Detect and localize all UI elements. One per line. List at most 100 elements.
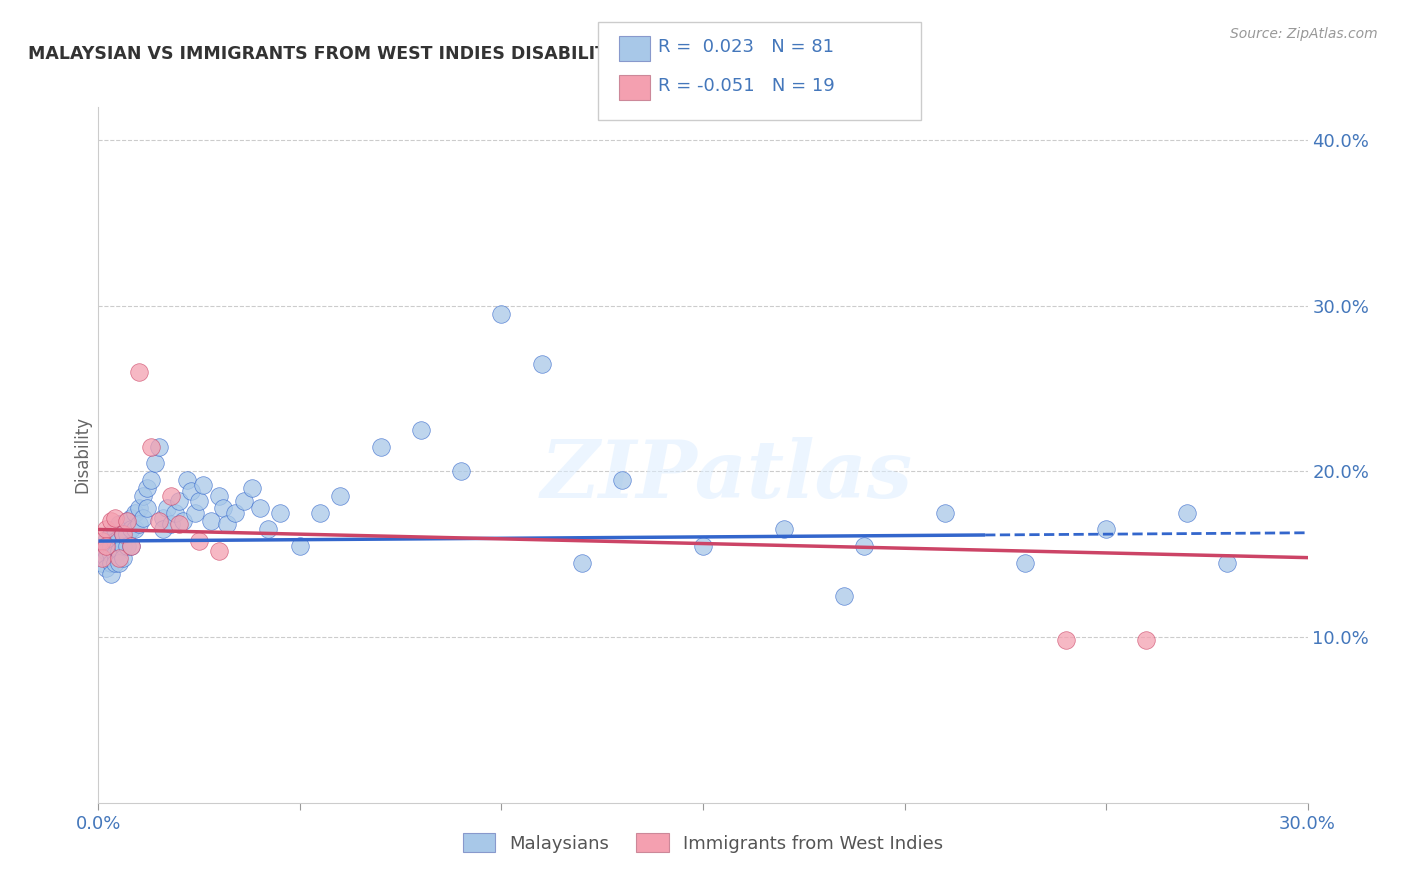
Point	[120, 511, 142, 525]
Point	[135, 500, 157, 515]
Point	[107, 531, 129, 545]
Text: R = -0.051   N = 19: R = -0.051 N = 19	[658, 77, 835, 95]
Point	[115, 514, 138, 528]
Point	[96, 560, 118, 574]
Point	[167, 494, 190, 508]
Point	[148, 440, 170, 454]
Point	[156, 500, 179, 515]
Point	[853, 539, 876, 553]
Text: ZIPatlas: ZIPatlas	[541, 437, 914, 515]
Point	[91, 534, 114, 549]
Point	[193, 477, 215, 491]
Point	[167, 517, 190, 532]
Point	[1054, 633, 1077, 648]
Point	[91, 556, 114, 570]
Point	[103, 511, 125, 525]
Point	[100, 556, 122, 570]
Text: Source: ZipAtlas.com: Source: ZipAtlas.com	[1230, 27, 1378, 41]
Point	[143, 456, 166, 470]
Point	[329, 489, 352, 503]
Point	[188, 534, 211, 549]
Point	[128, 500, 150, 515]
Point	[188, 494, 211, 508]
Point	[256, 523, 278, 537]
Point	[1216, 556, 1239, 570]
Y-axis label: Disability: Disability	[73, 417, 91, 493]
Point	[530, 357, 553, 371]
Point	[100, 547, 122, 561]
Point	[240, 481, 263, 495]
Point	[1014, 556, 1036, 570]
Point	[111, 527, 134, 541]
Point	[124, 523, 146, 537]
Point	[124, 506, 146, 520]
Point	[107, 544, 129, 558]
Point	[200, 514, 222, 528]
Point	[208, 544, 231, 558]
Point	[96, 523, 118, 537]
Legend: Malaysians, Immigrants from West Indies: Malaysians, Immigrants from West Indies	[456, 826, 950, 860]
Point	[148, 514, 170, 528]
Point	[160, 489, 183, 503]
Point	[692, 539, 714, 553]
Point	[269, 506, 291, 520]
Point	[172, 514, 194, 528]
Point	[115, 539, 138, 553]
Point	[120, 539, 142, 553]
Point	[152, 511, 174, 525]
Point	[491, 307, 513, 321]
Point	[135, 481, 157, 495]
Point	[91, 547, 114, 561]
Point	[1175, 506, 1198, 520]
Point	[1095, 523, 1118, 537]
Point	[309, 506, 332, 520]
Point	[128, 517, 150, 532]
Point	[91, 550, 114, 565]
Point	[132, 511, 155, 525]
Text: MALAYSIAN VS IMMIGRANTS FROM WEST INDIES DISABILITY CORRELATION CHART: MALAYSIAN VS IMMIGRANTS FROM WEST INDIES…	[28, 45, 835, 62]
Point	[208, 489, 231, 503]
Point	[107, 550, 129, 565]
Point	[107, 517, 129, 532]
Point	[288, 539, 311, 553]
Point	[115, 514, 138, 528]
Point	[180, 484, 202, 499]
Point	[139, 440, 162, 454]
Point	[111, 550, 134, 565]
Point	[103, 534, 125, 549]
Point	[100, 539, 122, 553]
Point	[370, 440, 392, 454]
Point	[107, 556, 129, 570]
Point	[96, 550, 118, 565]
Point	[103, 547, 125, 561]
Point	[232, 494, 254, 508]
Point	[120, 539, 142, 553]
Point	[184, 506, 207, 520]
Point	[571, 556, 593, 570]
Point	[91, 539, 114, 553]
Point	[772, 523, 794, 537]
Point	[132, 489, 155, 503]
Point	[832, 589, 855, 603]
Point	[1135, 633, 1157, 648]
Point	[96, 539, 118, 553]
Text: R =  0.023   N = 81: R = 0.023 N = 81	[658, 38, 834, 56]
Point	[96, 534, 118, 549]
Point	[139, 473, 162, 487]
Point	[176, 473, 198, 487]
Point	[96, 544, 118, 558]
Point	[100, 567, 122, 582]
Point	[111, 539, 134, 553]
Point	[128, 365, 150, 379]
Point	[160, 517, 183, 532]
Point	[217, 517, 239, 532]
Point	[111, 527, 134, 541]
Point	[152, 523, 174, 537]
Point	[249, 500, 271, 515]
Point	[120, 523, 142, 537]
Point	[100, 514, 122, 528]
Point	[409, 423, 432, 437]
Point	[103, 523, 125, 537]
Point	[934, 506, 956, 520]
Point	[115, 527, 138, 541]
